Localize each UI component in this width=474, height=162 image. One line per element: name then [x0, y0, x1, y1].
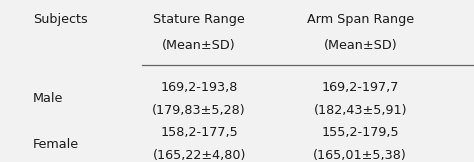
- Text: 169,2-197,7: 169,2-197,7: [321, 81, 399, 94]
- Text: (Mean±SD): (Mean±SD): [162, 39, 236, 52]
- Text: Arm Span Range: Arm Span Range: [307, 13, 414, 26]
- Text: Female: Female: [33, 138, 79, 151]
- Text: (179,83±5,28): (179,83±5,28): [152, 104, 246, 117]
- Text: (182,43±5,91): (182,43±5,91): [313, 104, 407, 117]
- Text: Stature Range: Stature Range: [153, 13, 245, 26]
- Text: (165,01±5,38): (165,01±5,38): [313, 149, 407, 162]
- Text: 158,2-177,5: 158,2-177,5: [160, 126, 238, 139]
- Text: (Mean±SD): (Mean±SD): [323, 39, 397, 52]
- Text: Subjects: Subjects: [33, 13, 88, 26]
- Text: 169,2-193,8: 169,2-193,8: [160, 81, 238, 94]
- Text: (165,22±4,80): (165,22±4,80): [153, 149, 246, 162]
- Text: 155,2-179,5: 155,2-179,5: [321, 126, 399, 139]
- Text: Male: Male: [33, 92, 64, 105]
